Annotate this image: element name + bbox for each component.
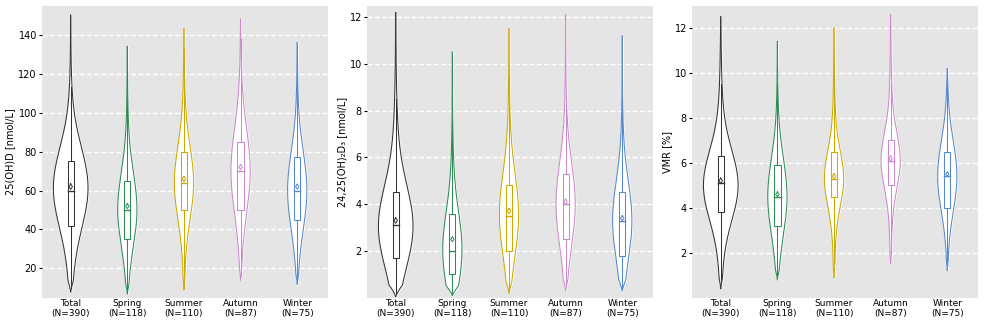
- Bar: [830, 152, 837, 197]
- Bar: [563, 174, 569, 239]
- Bar: [506, 185, 512, 251]
- Bar: [450, 214, 456, 274]
- Bar: [619, 192, 626, 256]
- Bar: [393, 192, 399, 258]
- Bar: [774, 165, 780, 226]
- Bar: [888, 140, 893, 185]
- Bar: [181, 152, 187, 210]
- Bar: [717, 156, 724, 212]
- Y-axis label: 24,25(OH)₂D₃ [nmol/L]: 24,25(OH)₂D₃ [nmol/L]: [337, 97, 346, 207]
- Y-axis label: 25(OH)D [nmol/L]: 25(OH)D [nmol/L]: [6, 108, 16, 195]
- Bar: [945, 152, 951, 208]
- Bar: [68, 161, 74, 226]
- Bar: [124, 181, 131, 239]
- Bar: [294, 157, 300, 220]
- Y-axis label: VMR [%]: VMR [%]: [662, 131, 672, 173]
- Bar: [237, 142, 244, 210]
